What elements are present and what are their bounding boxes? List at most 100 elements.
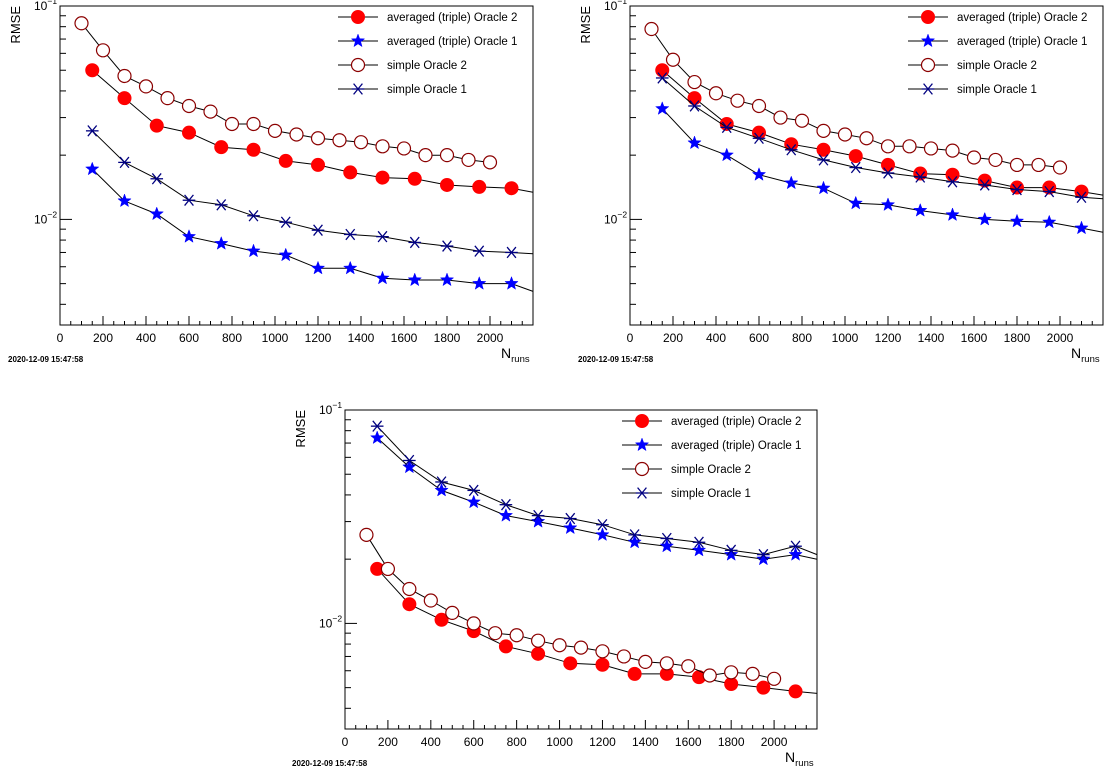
data-point — [788, 684, 803, 699]
x-tick-label: 0 — [57, 331, 64, 345]
data-point — [1075, 191, 1088, 204]
x-tick-label: 600 — [464, 735, 484, 749]
data-point — [848, 195, 863, 210]
data-point — [504, 276, 519, 290]
x-tick-label: 0 — [627, 331, 634, 345]
legend-item: simple Oracle 1 — [622, 487, 751, 500]
data-point — [181, 229, 197, 243]
plot-frame — [344, 409, 818, 730]
data-point — [439, 148, 455, 163]
series-4 — [370, 420, 818, 561]
legend-label: averaged (triple) Oracle 1 — [387, 36, 517, 48]
data-point — [816, 142, 831, 157]
timestamp: 2020-12-09 15:47:58 — [578, 355, 654, 364]
data-point — [1009, 157, 1025, 173]
data-point — [375, 270, 390, 285]
data-point — [945, 167, 960, 182]
data-point — [369, 430, 385, 445]
series-1 — [370, 561, 818, 699]
data-point — [418, 148, 433, 163]
data-point — [751, 98, 767, 114]
data-point — [745, 666, 760, 681]
legend-item: simple Oracle 2 — [338, 57, 467, 73]
y-axis-title: RMSE — [8, 6, 23, 44]
legend-label: simple Oracle 1 — [671, 488, 751, 500]
data-point — [467, 484, 481, 497]
data-point — [902, 139, 917, 154]
series-3 — [74, 16, 498, 170]
data-point — [816, 123, 831, 138]
legend-item: averaged (triple) Oracle 1 — [338, 33, 517, 48]
data-point — [757, 548, 770, 561]
data-point — [149, 118, 164, 133]
data-point — [1042, 180, 1057, 195]
data-point — [784, 175, 799, 190]
data-point — [923, 141, 939, 156]
data-point — [659, 538, 675, 553]
legend-item: averaged (triple) Oracle 2 — [622, 414, 801, 428]
data-point — [1010, 183, 1024, 196]
data-point — [794, 113, 810, 128]
data-point — [687, 135, 702, 150]
data-point — [881, 157, 895, 172]
data-point — [375, 139, 390, 154]
data-point — [117, 91, 132, 106]
data-point — [946, 176, 959, 188]
series-4 — [85, 125, 534, 259]
x-tick-label: 1200 — [875, 331, 902, 345]
data-point — [595, 527, 610, 542]
data-point — [1009, 213, 1025, 228]
data-point — [224, 116, 240, 132]
series-line — [661, 69, 1104, 196]
x-tick-label: 1800 — [718, 735, 745, 749]
data-point — [509, 628, 524, 643]
data-point — [573, 640, 589, 655]
data-point — [343, 165, 358, 180]
legend-item: simple Oracle 2 — [622, 461, 751, 477]
data-point — [848, 149, 863, 164]
x-tick-label: 400 — [136, 331, 156, 345]
data-point — [628, 529, 641, 541]
data-point — [966, 150, 982, 165]
data-point — [708, 86, 724, 101]
data-point — [563, 520, 578, 535]
data-point — [1031, 157, 1046, 173]
data-point — [472, 276, 487, 290]
legend-item: averaged (triple) Oracle 1 — [908, 33, 1087, 48]
data-point — [435, 476, 448, 488]
data-point — [1052, 160, 1068, 175]
legend-item: simple Oracle 1 — [338, 83, 467, 96]
y-tick-label-top: 10−1 — [319, 400, 342, 417]
data-point — [402, 459, 417, 474]
data-point — [531, 509, 545, 522]
data-point — [85, 63, 100, 78]
legend-label: averaged (triple) Oracle 2 — [671, 416, 801, 428]
data-point — [692, 536, 706, 549]
series-4 — [655, 72, 1104, 204]
data-point — [267, 123, 283, 138]
data-point — [498, 639, 513, 654]
data-point — [752, 132, 766, 145]
data-point — [616, 649, 632, 664]
data-point — [214, 235, 229, 250]
x-tick-label: 600 — [749, 331, 769, 345]
data-point — [149, 206, 164, 221]
x-tick-label: 1000 — [832, 331, 859, 345]
data-point — [310, 131, 326, 146]
data-point — [913, 171, 927, 183]
x-tick-label: 800 — [507, 735, 527, 749]
x-tick-label: 200 — [93, 331, 113, 345]
data-point — [988, 152, 1003, 168]
series-line — [91, 130, 534, 255]
data-point — [403, 454, 416, 467]
data-point — [214, 140, 229, 155]
data-point — [278, 153, 293, 168]
data-point — [85, 125, 99, 137]
data-point — [95, 43, 111, 58]
x-tick-label: 1400 — [632, 735, 659, 749]
data-point — [595, 644, 610, 659]
x-tick-label: 800 — [792, 331, 812, 345]
series-2 — [369, 430, 818, 566]
data-point — [691, 542, 707, 557]
data-point — [407, 272, 422, 287]
